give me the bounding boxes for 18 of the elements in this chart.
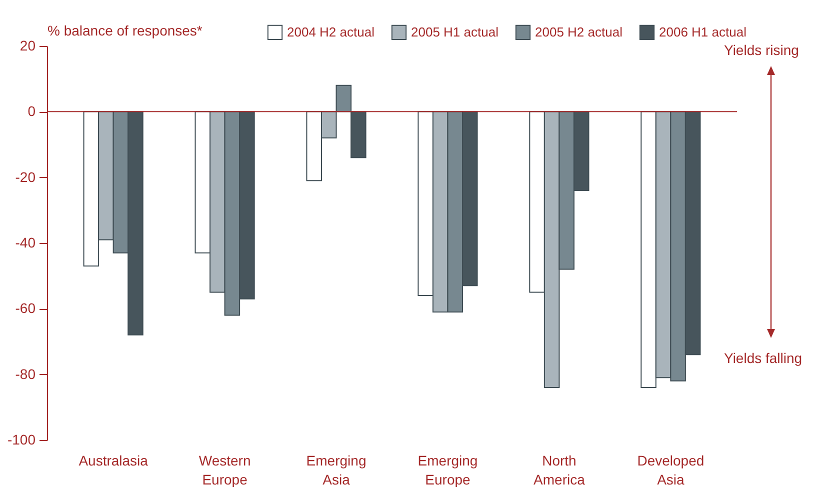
y-tick-label: -20: [15, 168, 36, 185]
y-tick-label: 20: [20, 38, 36, 54]
annotation: Yields rising: [724, 42, 799, 58]
x-tick-label: Australasia: [78, 452, 148, 468]
x-tick-label: Developed Asia: [637, 452, 704, 488]
y-axis-title: % balance of responses*: [48, 22, 203, 38]
y-tick-label: -60: [15, 300, 36, 316]
legend-label: 2005 H1 actual: [411, 24, 499, 40]
x-tick-label: Emerging Asia: [306, 452, 366, 488]
annotation: Yields falling: [724, 350, 802, 366]
legend-label: 2004 H2 actual: [287, 24, 375, 40]
y-tick-label: 0: [28, 103, 36, 120]
y-tick-label: -80: [15, 366, 36, 382]
legend-label: 2006 H1 actual: [659, 24, 747, 40]
y-tick-label: -40: [15, 234, 36, 250]
legend-label: 2005 H2 actual: [535, 24, 623, 40]
x-tick-label: North America: [534, 452, 586, 488]
y-tick-label: -100: [7, 432, 36, 448]
